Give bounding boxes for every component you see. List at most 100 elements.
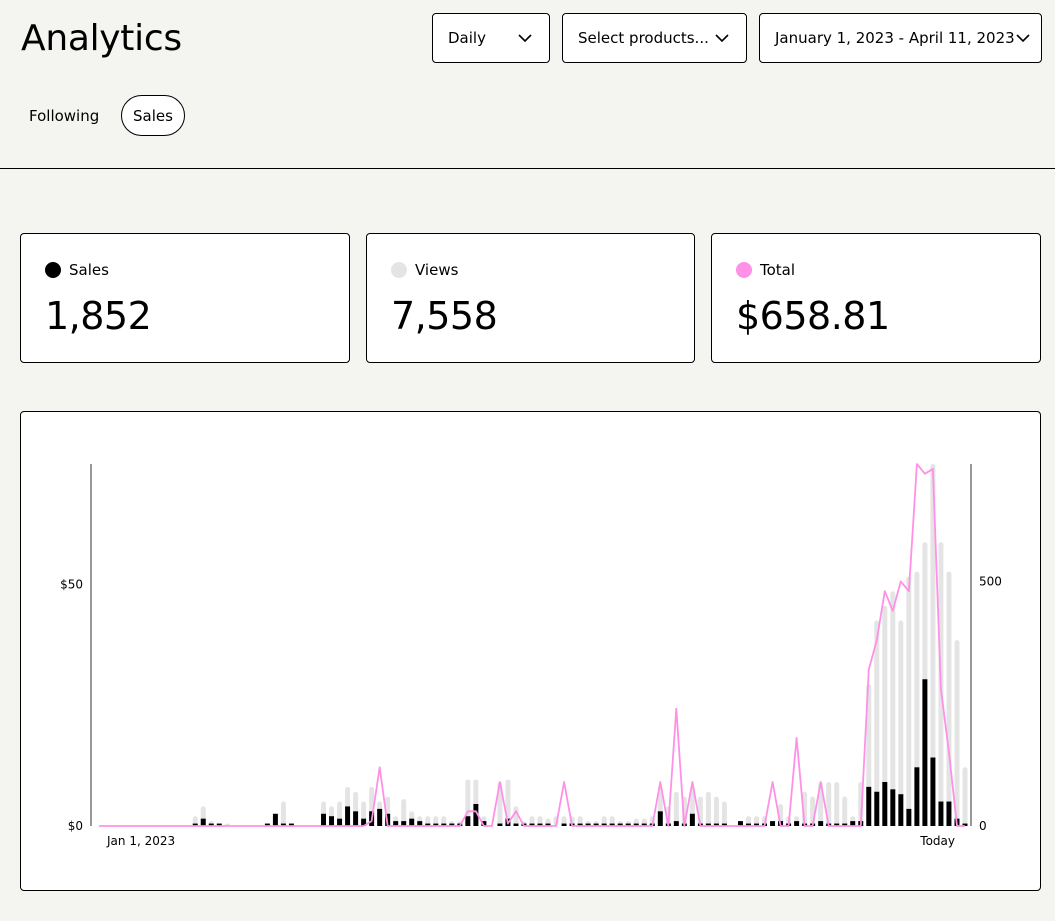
views-stat-label: Views: [415, 261, 459, 279]
sales-bar: [842, 823, 848, 826]
views-bar: [401, 799, 407, 826]
sales-bar: [216, 823, 222, 826]
sales-bar: [513, 823, 519, 826]
sales-bar: [657, 811, 663, 826]
views-bar: [954, 640, 960, 826]
page-title: Analytics: [21, 18, 182, 59]
sales-bar: [866, 786, 872, 826]
sales-bar: [633, 823, 639, 826]
sales-bar: [754, 823, 759, 826]
interval-select[interactable]: Daily: [432, 13, 550, 63]
sales-bar: [321, 813, 327, 826]
sales-bar: [914, 767, 920, 826]
sales-bar: [329, 816, 335, 826]
sales-bar: [625, 823, 631, 826]
sales-bar: [377, 808, 383, 826]
views-bar: [906, 576, 912, 826]
products-select[interactable]: Select products...: [562, 13, 747, 63]
chevron-down-icon: [714, 30, 730, 46]
views-bar: [914, 571, 920, 826]
sales-bar: [705, 823, 711, 826]
sales-bar: [337, 818, 343, 826]
date-range-value: January 1, 2023 - April 11, 2023: [775, 29, 1015, 47]
sales-bar: [417, 821, 423, 826]
sales-bar: [890, 789, 896, 826]
sales-bar: [409, 818, 415, 826]
sales-bar: [353, 811, 359, 826]
sales-bar: [922, 679, 928, 826]
right-axis-tick-label: 0: [979, 819, 987, 833]
sales-stat-label: Sales: [69, 261, 109, 279]
sales-bar: [561, 823, 567, 826]
sales-stat-value: 1,852: [45, 294, 152, 338]
sales-bar: [280, 823, 286, 826]
sales-bar: [465, 816, 471, 826]
sales-bar: [938, 801, 944, 826]
views-stat-header: Views: [391, 261, 458, 279]
sales-bar: [264, 823, 270, 826]
sales-bar: [361, 818, 367, 826]
sales-bar: [874, 791, 880, 826]
sales-bar: [200, 818, 206, 826]
sales-bar: [641, 823, 647, 826]
views-bar: [713, 796, 719, 826]
sales-bar: [794, 821, 800, 826]
sales-bar: [545, 823, 551, 826]
sales-bar: [946, 801, 952, 826]
sales-bar: [673, 821, 679, 826]
total-stat-label: Total: [760, 261, 796, 279]
total-series-line: [99, 463, 965, 827]
views-bar: [834, 781, 840, 826]
sales-bar: [529, 823, 535, 826]
sales-bar: [272, 813, 278, 826]
views-stat-value: 7,558: [391, 294, 498, 338]
total-legend-dot: [736, 262, 752, 278]
sales-bar: [721, 823, 727, 826]
sales-bar: [609, 823, 615, 826]
x-axis-end-label: Today: [919, 834, 955, 848]
date-range-select[interactable]: January 1, 2023 - April 11, 2023: [759, 13, 1042, 63]
sales-stat-header: Sales: [45, 261, 109, 279]
chevron-down-icon: [517, 30, 533, 46]
views-bar: [930, 464, 936, 826]
right-axis-tick-label: 500: [979, 574, 1002, 588]
sales-bar: [770, 821, 776, 826]
views-bar: [673, 791, 679, 826]
views-bar: [898, 620, 904, 826]
sales-bar: [425, 823, 431, 826]
products-select-value: Select products...: [578, 29, 709, 47]
sales-bar: [481, 821, 487, 826]
views-legend-dot: [391, 262, 407, 278]
analytics-chart-card: $0 $50 0 500 Jan 1, 2023 Today: [20, 411, 1041, 891]
interval-select-value: Daily: [448, 29, 486, 47]
total-stat-value: $658.81: [736, 294, 890, 338]
chevron-down-icon: [1015, 30, 1031, 46]
sales-bar: [898, 794, 904, 826]
sales-bar: [288, 823, 294, 826]
views-bar: [882, 605, 888, 826]
analytics-chart[interactable]: $0 $50 0 500 Jan 1, 2023 Today: [21, 412, 1042, 892]
sales-bar: [713, 823, 719, 826]
sales-bar: [882, 781, 888, 826]
sales-bar: [601, 823, 607, 826]
sales-bar: [962, 823, 968, 826]
tab-sales[interactable]: Sales: [121, 95, 185, 136]
sales-bar: [850, 821, 856, 826]
views-bar: [946, 571, 952, 826]
sales-bar: [449, 823, 455, 826]
sales-bar: [737, 821, 743, 826]
sales-legend-dot: [45, 262, 61, 278]
views-bar: [280, 801, 286, 826]
tab-following[interactable]: Following: [29, 106, 100, 125]
sales-bar: [208, 823, 214, 826]
x-axis-start-label: Jan 1, 2023: [106, 834, 175, 848]
sales-bar: [401, 821, 407, 826]
sales-bar: [192, 823, 198, 826]
sales-bar: [345, 806, 351, 826]
sales-bar: [497, 823, 503, 826]
views-bar: [513, 806, 519, 826]
views-bar: [874, 620, 880, 826]
left-axis-tick-label: $50: [60, 578, 83, 592]
sales-bar: [433, 823, 439, 826]
views-bar: [890, 591, 896, 826]
